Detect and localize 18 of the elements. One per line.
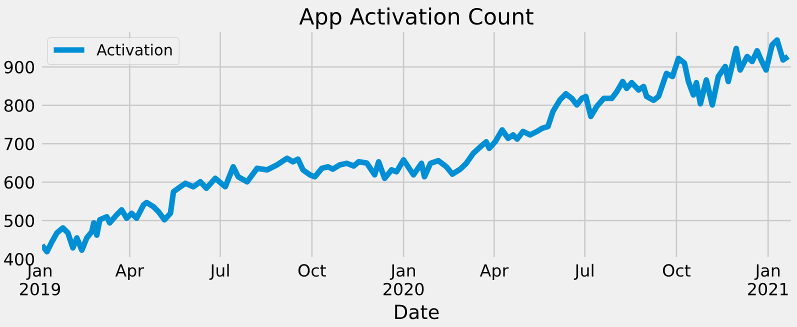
y-tick-label: 900	[4, 60, 34, 74]
x-tick-label: Jan 2020	[384, 264, 424, 296]
y-tick-label: 500	[4, 214, 34, 228]
x-tick-label: Jul	[209, 264, 229, 280]
y-tick-label: 800	[4, 99, 34, 112]
x-tick-label: Apr	[115, 264, 144, 280]
x-axis-title: Date	[395, 304, 439, 320]
x-tick-label: Apr	[480, 264, 509, 280]
legend-label: Activation	[96, 44, 172, 56]
y-tick-label: 700	[4, 138, 34, 150]
y-tick-label: 400	[4, 252, 34, 266]
x-tick-label: Oct	[662, 264, 690, 277]
x-tick-label: Jul	[574, 264, 594, 280]
chart-title: App Activation Count	[299, 8, 534, 30]
x-tick-label: Jan 2019	[20, 264, 60, 296]
x-tick-label: Oct	[298, 264, 326, 277]
x-tick-label: Jan 2021	[748, 264, 788, 296]
y-tick-label: 600	[4, 176, 34, 189]
